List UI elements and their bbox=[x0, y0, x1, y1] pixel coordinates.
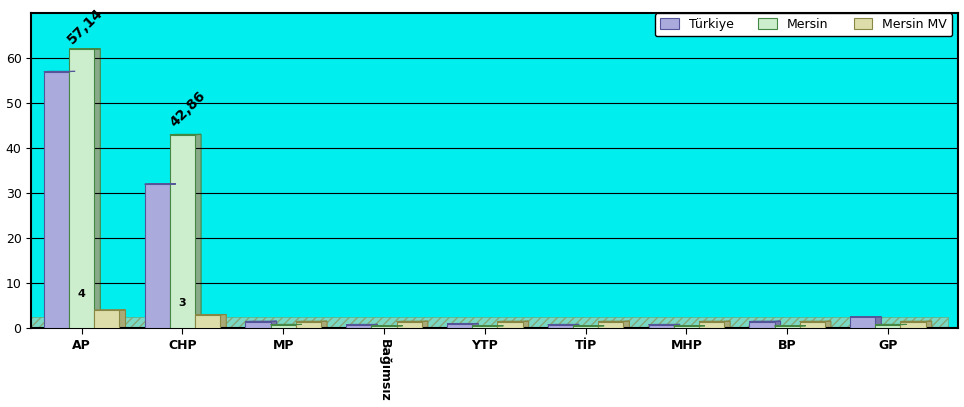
Polygon shape bbox=[825, 321, 831, 328]
Bar bbox=[800, 322, 825, 328]
Bar bbox=[875, 325, 900, 328]
Polygon shape bbox=[674, 324, 680, 328]
Bar bbox=[296, 322, 321, 328]
Bar bbox=[94, 310, 120, 328]
Bar bbox=[674, 326, 699, 328]
Bar bbox=[371, 326, 396, 328]
Polygon shape bbox=[220, 315, 227, 328]
Text: 3: 3 bbox=[178, 298, 186, 308]
Polygon shape bbox=[699, 326, 705, 328]
Polygon shape bbox=[800, 326, 806, 328]
Bar bbox=[573, 326, 598, 328]
Bar bbox=[774, 326, 800, 328]
Polygon shape bbox=[120, 310, 125, 328]
Bar bbox=[900, 322, 925, 328]
Polygon shape bbox=[94, 49, 100, 328]
Polygon shape bbox=[875, 317, 881, 328]
Bar bbox=[749, 322, 774, 328]
Bar bbox=[497, 322, 522, 328]
Bar bbox=[850, 317, 875, 328]
Bar bbox=[346, 325, 371, 328]
Bar bbox=[699, 322, 724, 328]
Bar bbox=[548, 325, 573, 328]
Legend: Türkiye, Mersin, Mersin MV: Türkiye, Mersin, Mersin MV bbox=[655, 13, 952, 36]
Text: 4: 4 bbox=[78, 289, 86, 299]
Polygon shape bbox=[371, 324, 378, 328]
Text: 57,14: 57,14 bbox=[65, 6, 106, 47]
Bar bbox=[246, 322, 271, 328]
Bar bbox=[472, 326, 497, 328]
Polygon shape bbox=[573, 324, 579, 328]
Bar bbox=[649, 325, 674, 328]
Text: 42,86: 42,86 bbox=[168, 89, 208, 130]
Polygon shape bbox=[296, 324, 302, 328]
Polygon shape bbox=[900, 324, 906, 328]
Polygon shape bbox=[497, 326, 503, 328]
Polygon shape bbox=[624, 321, 629, 328]
Polygon shape bbox=[774, 321, 781, 328]
Polygon shape bbox=[598, 326, 604, 328]
Polygon shape bbox=[724, 321, 730, 328]
Polygon shape bbox=[472, 324, 478, 328]
Polygon shape bbox=[271, 321, 277, 328]
Polygon shape bbox=[321, 321, 327, 328]
Bar bbox=[447, 324, 472, 328]
Polygon shape bbox=[422, 321, 428, 328]
Polygon shape bbox=[170, 184, 175, 328]
Bar bbox=[598, 322, 624, 328]
Bar bbox=[170, 135, 195, 328]
Bar bbox=[69, 49, 94, 328]
Polygon shape bbox=[522, 321, 528, 328]
Bar bbox=[145, 184, 170, 328]
Bar bbox=[44, 72, 69, 328]
Polygon shape bbox=[195, 134, 201, 328]
Bar bbox=[271, 325, 296, 328]
Bar bbox=[195, 315, 220, 328]
Polygon shape bbox=[925, 321, 932, 328]
Polygon shape bbox=[396, 326, 403, 328]
Bar bbox=[396, 322, 422, 328]
Bar bbox=[21, 317, 949, 328]
Polygon shape bbox=[69, 71, 75, 328]
